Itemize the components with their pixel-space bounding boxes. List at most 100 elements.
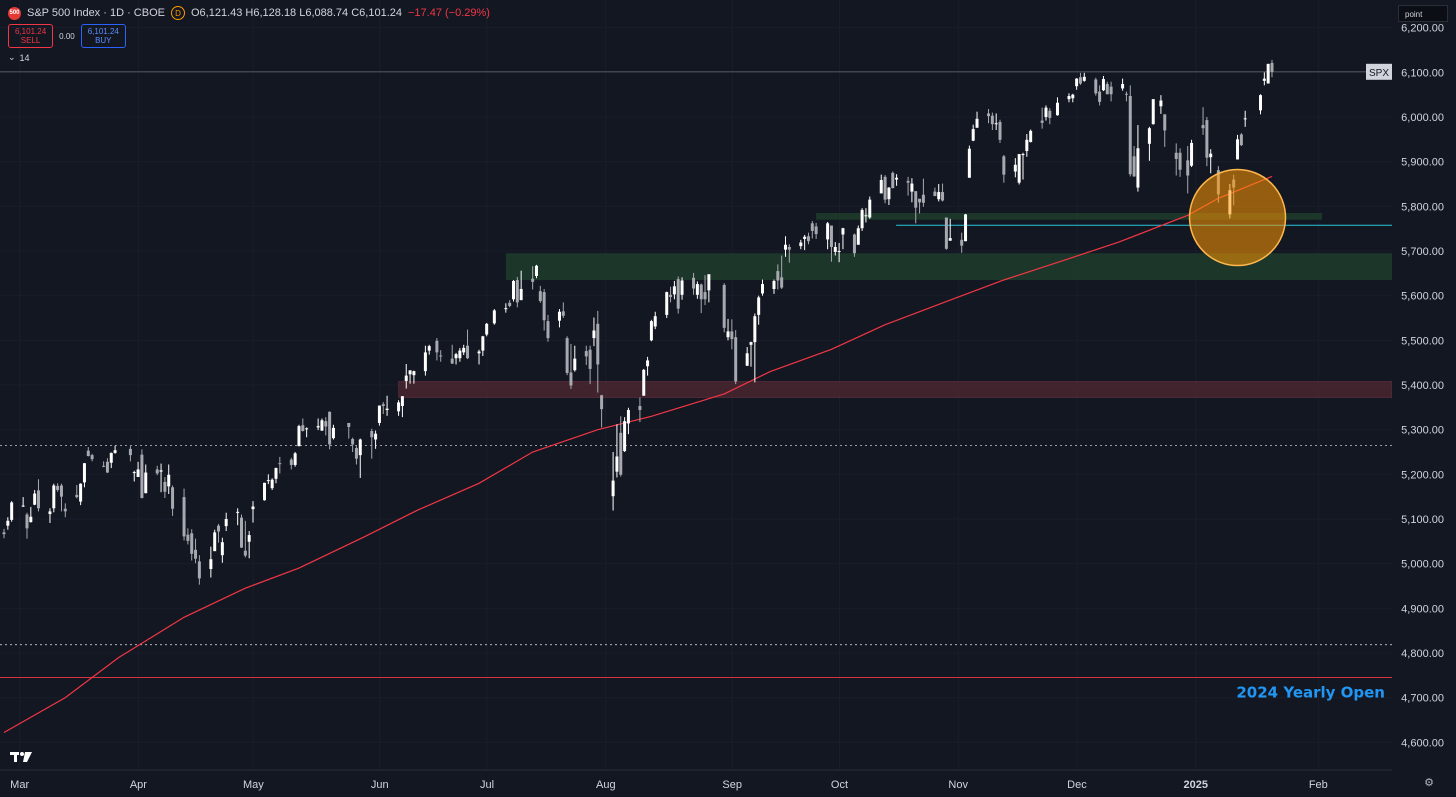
candle[interactable] <box>941 183 945 202</box>
candle[interactable] <box>918 198 922 214</box>
candle[interactable] <box>569 343 573 390</box>
candle[interactable] <box>251 501 255 523</box>
candle[interactable] <box>646 356 650 376</box>
candle[interactable] <box>557 309 561 328</box>
candle[interactable] <box>155 465 159 476</box>
gear-icon[interactable]: ⚙ <box>1424 777 1434 789</box>
candle[interactable] <box>462 344 466 356</box>
candle[interactable] <box>1205 117 1209 167</box>
candle[interactable] <box>921 178 925 207</box>
candle[interactable] <box>508 300 512 308</box>
candle[interactable] <box>1082 72 1086 82</box>
candle[interactable] <box>826 221 830 250</box>
candle[interactable] <box>56 483 60 492</box>
candle[interactable] <box>906 176 910 196</box>
candle[interactable] <box>144 464 148 494</box>
candle[interactable] <box>243 520 247 558</box>
candle[interactable] <box>722 283 726 333</box>
candle[interactable] <box>90 453 94 462</box>
candle[interactable] <box>676 276 680 314</box>
symbol-label-bg[interactable] <box>1366 63 1392 80</box>
candle[interactable] <box>546 314 550 342</box>
candle[interactable] <box>1259 94 1263 115</box>
candle[interactable] <box>1025 133 1029 157</box>
candle[interactable] <box>829 225 833 262</box>
price-axis-bg[interactable] <box>1392 0 1456 797</box>
candle[interactable] <box>6 517 10 530</box>
candle[interactable] <box>1132 146 1136 177</box>
candle[interactable] <box>833 242 837 256</box>
candle[interactable] <box>1078 72 1082 85</box>
candle[interactable] <box>596 310 600 393</box>
tradingview-logo-icon[interactable] <box>10 750 32 764</box>
candle[interactable] <box>305 427 309 438</box>
candle[interactable] <box>565 336 569 376</box>
candle[interactable] <box>297 424 301 447</box>
candle[interactable] <box>404 364 408 389</box>
candle[interactable] <box>274 467 278 484</box>
indicators-toggle[interactable]: ⌄ 14 <box>8 52 30 63</box>
candle[interactable] <box>1101 75 1105 92</box>
candle[interactable] <box>933 187 937 197</box>
candle[interactable] <box>623 417 627 452</box>
candle[interactable] <box>25 512 29 539</box>
candle[interactable] <box>1105 81 1109 95</box>
candle[interactable] <box>761 279 765 296</box>
candle[interactable] <box>1044 105 1048 121</box>
candle[interactable] <box>879 174 883 194</box>
candle[interactable] <box>806 232 810 245</box>
candle[interactable] <box>262 482 266 501</box>
candle[interactable] <box>653 311 657 330</box>
candle[interactable] <box>944 217 948 250</box>
candle[interactable] <box>588 345 592 385</box>
candle[interactable] <box>994 113 998 130</box>
candle[interactable] <box>1186 146 1190 194</box>
candle[interactable] <box>975 111 979 128</box>
candle[interactable] <box>331 424 335 440</box>
candle[interactable] <box>1121 78 1125 91</box>
candle[interactable] <box>182 488 186 541</box>
candle[interactable] <box>492 309 496 325</box>
candle[interactable] <box>841 227 845 250</box>
candle[interactable] <box>810 221 814 239</box>
candle[interactable] <box>772 279 776 294</box>
candle[interactable] <box>220 537 224 563</box>
candle[interactable] <box>561 302 565 319</box>
candle[interactable] <box>439 350 443 362</box>
candle[interactable] <box>1270 59 1274 78</box>
candle[interactable] <box>213 529 217 552</box>
candle[interactable] <box>787 244 791 263</box>
candle[interactable] <box>1017 154 1021 185</box>
candle[interactable] <box>1071 93 1075 103</box>
candle[interactable] <box>1067 93 1071 103</box>
candle[interactable] <box>197 555 201 585</box>
candle[interactable] <box>745 347 749 366</box>
candle[interactable] <box>730 319 734 350</box>
candle[interactable] <box>1048 108 1052 125</box>
candle[interactable] <box>190 529 194 561</box>
candle[interactable] <box>1262 72 1266 86</box>
candle[interactable] <box>814 222 818 239</box>
candle[interactable] <box>132 470 136 482</box>
candle[interactable] <box>10 501 14 522</box>
candle[interactable] <box>887 187 891 206</box>
candle[interactable] <box>171 485 175 516</box>
candle[interactable] <box>435 338 439 361</box>
candle[interactable] <box>868 196 872 219</box>
candle[interactable] <box>967 145 971 178</box>
candle[interactable] <box>626 407 630 435</box>
candle[interactable] <box>59 483 63 512</box>
candle[interactable] <box>1128 85 1132 177</box>
candle[interactable] <box>799 239 803 250</box>
candle[interactable] <box>466 329 470 360</box>
candle[interactable] <box>1151 99 1155 125</box>
candle[interactable] <box>102 461 106 468</box>
candle[interactable] <box>75 485 79 499</box>
candle[interactable] <box>780 255 784 289</box>
candle[interactable] <box>1201 107 1205 135</box>
candle[interactable] <box>454 352 458 365</box>
candle[interactable] <box>351 437 355 452</box>
candle[interactable] <box>266 474 270 485</box>
candle[interactable] <box>412 370 416 384</box>
candle[interactable] <box>109 452 113 469</box>
